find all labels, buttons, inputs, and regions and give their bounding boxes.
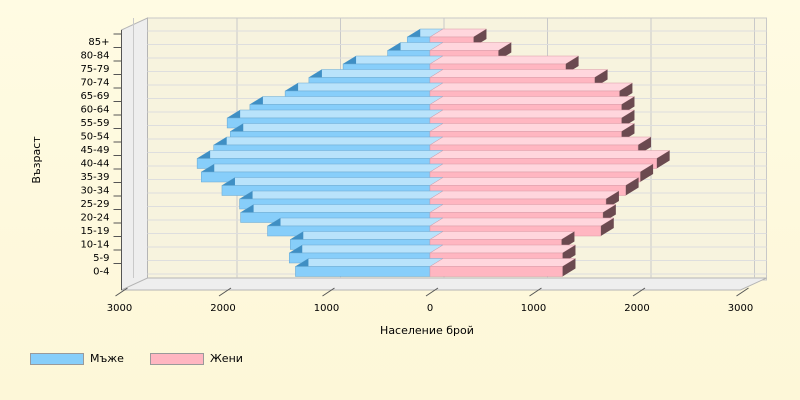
bar-female-top xyxy=(429,204,617,213)
bar-male-top xyxy=(239,204,444,213)
bar-female-40-44 xyxy=(429,150,671,169)
bar-female-top xyxy=(429,217,615,227)
bar-male-40-44 xyxy=(196,150,444,169)
bar-male-top xyxy=(266,217,444,227)
bar-female-top xyxy=(429,150,671,159)
bar-female-top xyxy=(429,163,654,173)
bar-male-top xyxy=(226,109,444,119)
x-tick xyxy=(632,287,646,297)
y-axis-label: Възраст xyxy=(30,136,43,184)
bar-female-top xyxy=(429,258,577,267)
y-tick-label: 75-79 xyxy=(80,64,109,75)
bar-male-top xyxy=(284,82,444,92)
y-tick-label: 60-64 xyxy=(80,105,109,116)
bar-female-top xyxy=(429,109,636,119)
bar-female-top xyxy=(429,96,636,105)
x-tick-label: 1000 xyxy=(521,303,546,314)
x-tick-label: 2000 xyxy=(624,303,649,314)
bar-female-end xyxy=(562,258,576,277)
bar-female-15-19 xyxy=(429,217,615,237)
bar-male-top xyxy=(294,258,444,267)
bar-female-top xyxy=(429,69,609,78)
y-tick-label: 20-24 xyxy=(80,213,109,224)
bar-male-0-4 xyxy=(294,258,444,277)
legend-label-female: Жени xyxy=(209,352,243,365)
bar-female-end xyxy=(656,150,670,169)
bar-male-top xyxy=(342,55,444,65)
bar-male-top xyxy=(200,163,444,173)
floor xyxy=(121,277,767,291)
bar-female-20-24 xyxy=(429,204,617,223)
bar-male-top xyxy=(289,231,444,240)
bar-female-50-54 xyxy=(429,123,636,142)
x-axis-label: Население брой xyxy=(380,324,474,337)
y-tick-label: 10-14 xyxy=(80,240,109,251)
x-tick xyxy=(529,287,542,297)
y-tick-label: 35-39 xyxy=(80,172,109,183)
bar-male-top xyxy=(221,177,444,186)
y-tick-label: 5-9 xyxy=(93,253,109,264)
bar-female-top xyxy=(429,231,576,240)
bar-female-top xyxy=(429,177,640,186)
x-tick-label: 3000 xyxy=(107,303,132,314)
y-tick-label: 45-49 xyxy=(80,145,109,156)
x-tick xyxy=(115,287,128,297)
y-tick-label: 15-19 xyxy=(80,226,109,237)
y-tick-label: 55-59 xyxy=(80,118,109,129)
y-tick-label: 50-54 xyxy=(80,132,109,143)
legend-swatch-male xyxy=(30,352,84,365)
y-tick-label: 25-29 xyxy=(80,199,109,210)
y-tick-label: 65-69 xyxy=(80,91,109,102)
bar-female-top xyxy=(429,55,580,65)
x-tick xyxy=(736,287,749,297)
x-tick-label: 0 xyxy=(427,303,433,314)
bar-male-top xyxy=(229,123,444,132)
bar-female-45-49 xyxy=(429,136,652,156)
bar-female-top xyxy=(429,136,652,146)
y-tick-label: 70-74 xyxy=(80,78,109,89)
bar-female-35-39 xyxy=(429,163,654,183)
legend: Мъже Жени xyxy=(30,352,243,365)
x-tick xyxy=(425,287,439,297)
x-tick-label: 3000 xyxy=(728,303,753,314)
bar-female-10-14 xyxy=(429,231,576,250)
legend-item-male: Мъже xyxy=(30,352,124,365)
bar-female-end xyxy=(625,177,639,196)
x-tick-label: 2000 xyxy=(210,303,235,314)
legend-swatch-female xyxy=(149,352,204,365)
bar-male-front xyxy=(295,266,431,277)
bar-female-top xyxy=(429,190,620,200)
y-tick-label: 30-34 xyxy=(80,186,109,197)
bar-female-front xyxy=(429,266,563,277)
bar-female-top xyxy=(429,244,577,254)
x-tick xyxy=(218,287,232,297)
x-tick-label: 1000 xyxy=(314,303,339,314)
legend-label-male: Мъже xyxy=(90,352,124,365)
bar-male-top xyxy=(238,190,444,200)
bar-male-top xyxy=(308,69,444,78)
bar-female-30-34 xyxy=(429,177,640,196)
bar-female-end xyxy=(640,164,654,182)
bar-male-10-14 xyxy=(289,231,444,250)
y-tick-label: 0-4 xyxy=(93,267,109,278)
bar-male-top xyxy=(288,244,444,254)
y-tick-label: 40-44 xyxy=(80,159,109,170)
y-tick-label: 80-84 xyxy=(80,51,109,62)
bar-female-top xyxy=(429,42,513,51)
bar-male-top xyxy=(196,150,444,159)
left-wall xyxy=(121,17,148,291)
bar-female-end xyxy=(600,218,614,236)
y-tick-label: 85+ xyxy=(88,37,109,48)
bar-female-0-4 xyxy=(429,258,577,277)
bar-male-top xyxy=(212,136,444,146)
bar-male-top xyxy=(249,96,444,105)
legend-item-female: Жени xyxy=(149,352,243,365)
x-tick xyxy=(322,287,335,297)
bar-female-top xyxy=(429,123,636,132)
bar-female-top xyxy=(429,82,634,92)
